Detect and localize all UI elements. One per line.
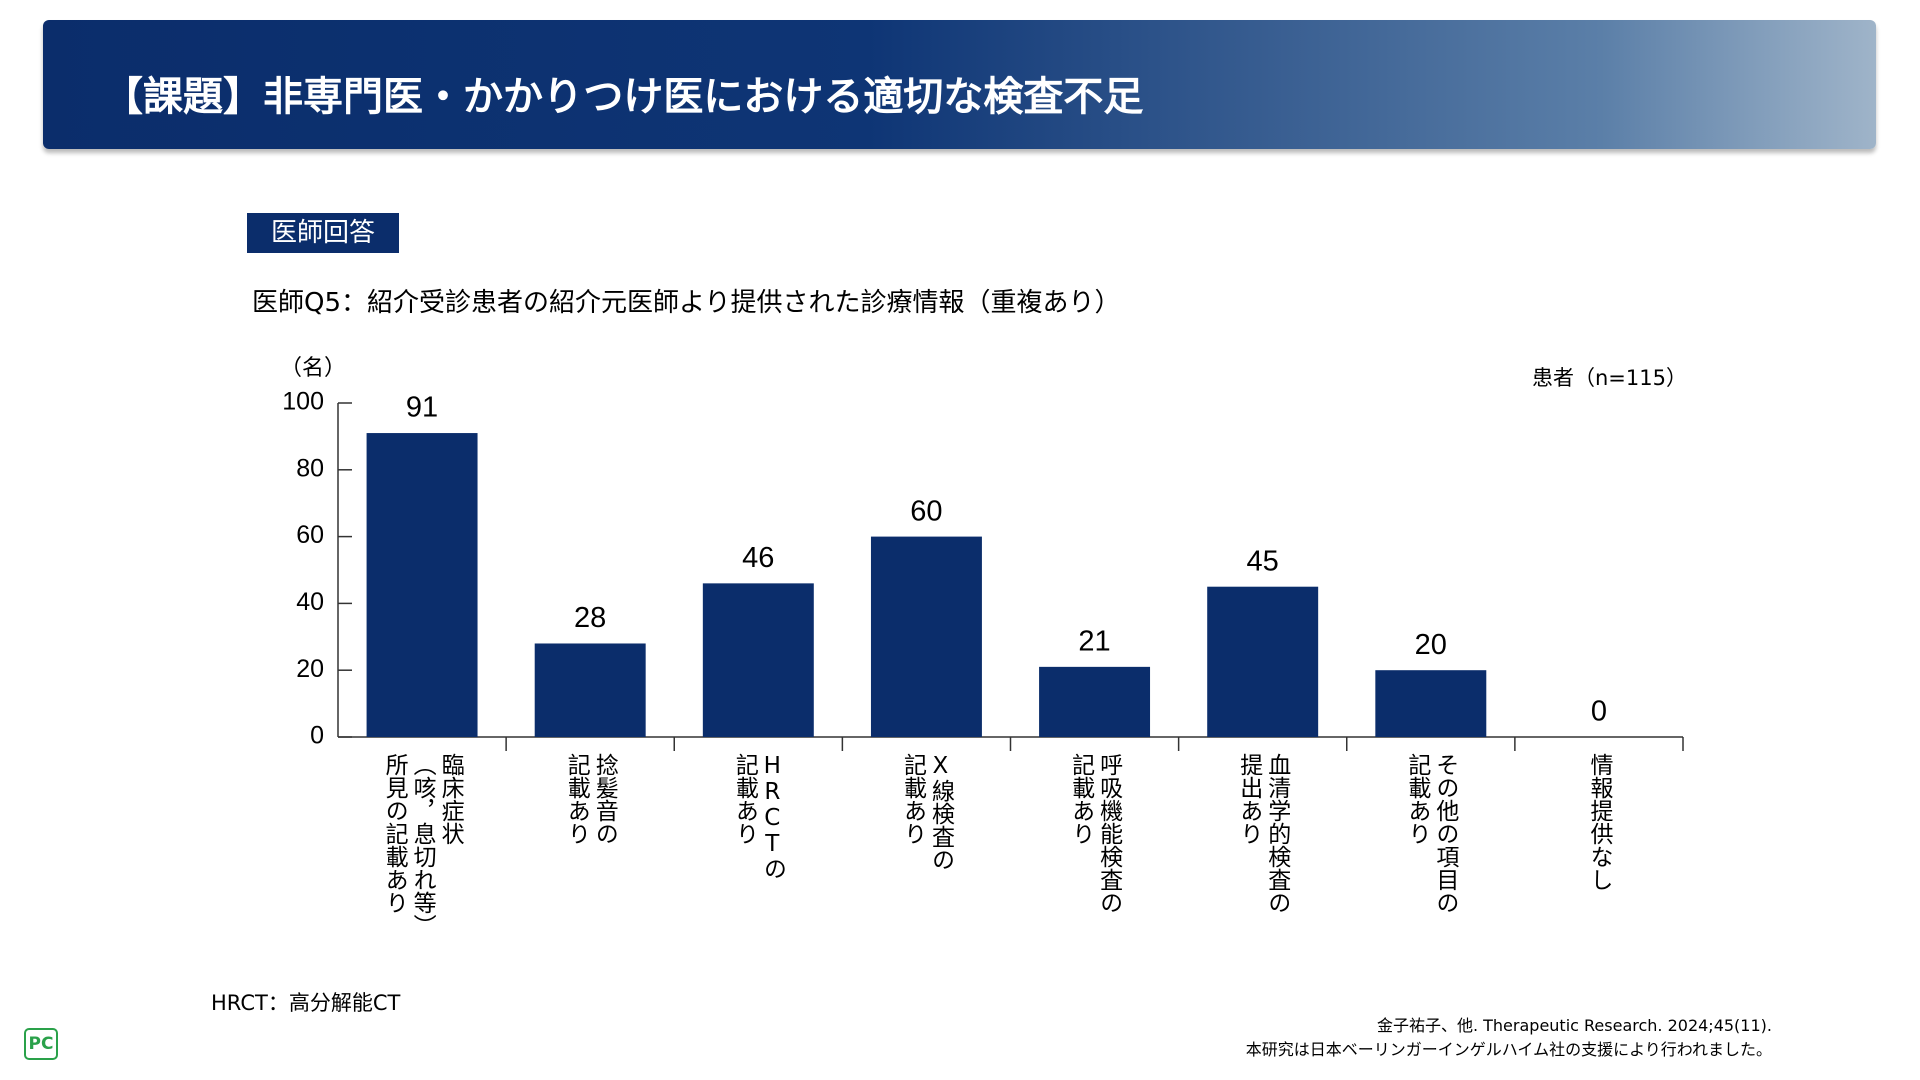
citation-line: 金子祐子、他. Therapeutic Research. 2024;45(11…: [1376, 1016, 1772, 1035]
badge: 医師回答: [247, 213, 399, 253]
value-label: 45: [1247, 545, 1279, 577]
bar: [870, 536, 982, 737]
value-label: 46: [742, 542, 774, 574]
x-tick-label: その他の項目の 記載あり: [1403, 753, 1458, 914]
annotation: 患者（n=115）: [1532, 366, 1687, 390]
x-tick-label: 呼吸機能検査の 記載あり: [1067, 753, 1122, 914]
y-axis-label: （名）: [280, 356, 347, 381]
x-tick-label: X線検査の 記載あり: [899, 753, 954, 871]
bar: [534, 643, 646, 737]
bar: [1375, 670, 1487, 737]
x-tick-label: 情報提供なし: [1585, 753, 1612, 891]
header-title: 【課題】非専門医・かかりつけ医における適切な検査不足: [103, 74, 1144, 120]
value-label: 21: [1078, 626, 1110, 658]
y-tick-label: 100: [282, 388, 324, 416]
chart-title: 医師Q5：紹介受診患者の紹介元医師より提供された診療情報（重複あり）: [252, 288, 1121, 318]
y-tick-label: 40: [296, 588, 324, 616]
value-label: 28: [574, 602, 606, 634]
bar: [1207, 586, 1319, 737]
x-tick-label: HRCTの 記載あり: [731, 753, 786, 880]
value-label: 0: [1591, 696, 1607, 728]
logo: PC: [24, 1028, 58, 1060]
x-tick-label: 捻髪音の 記載あり: [563, 753, 618, 845]
value-label: 60: [910, 495, 942, 527]
x-tick-label: 臨床症状 （咳，息切れ等） 所見の記載あり: [381, 753, 464, 937]
y-tick-label: 60: [296, 521, 324, 549]
y-tick-label: 80: [296, 454, 324, 482]
citation-line: 本研究は日本ベーリンガーインゲルハイム社の支援により行われました。: [1245, 1040, 1772, 1059]
y-tick-label: 0: [310, 722, 324, 750]
header: 【課題】非専門医・かかりつけ医における適切な検査不足: [43, 20, 1876, 149]
value-label: 20: [1415, 629, 1447, 661]
citation: 金子祐子、他. Therapeutic Research. 2024;45(11…: [1246, 1014, 1772, 1062]
y-tick-label: 20: [296, 655, 324, 683]
x-tick-label: 血清学的検査の 提出あり: [1235, 753, 1290, 914]
bar: [1039, 666, 1151, 737]
value-label: 91: [406, 392, 438, 424]
bar: [702, 583, 814, 737]
footnote: HRCT：高分解能CT: [211, 991, 401, 1015]
bar: [366, 433, 478, 737]
